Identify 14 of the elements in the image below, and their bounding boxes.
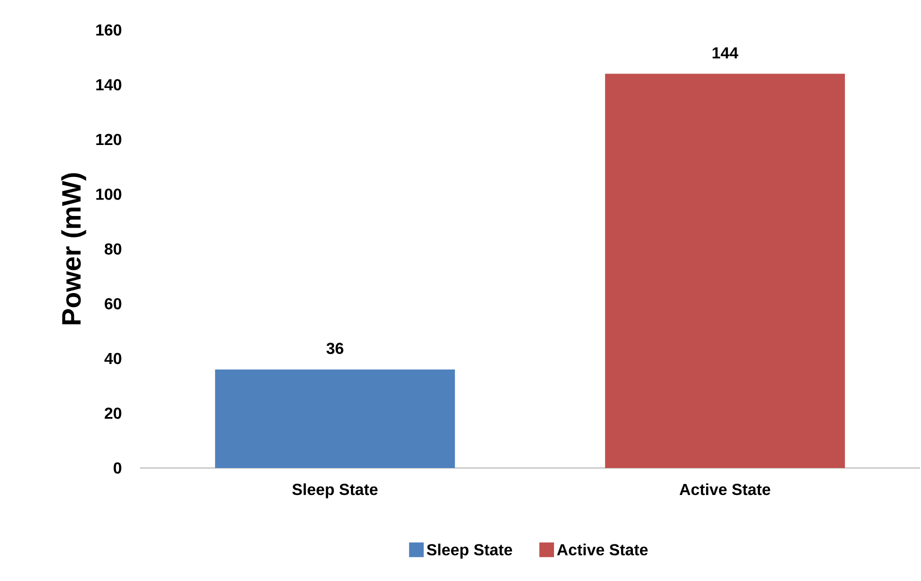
data-label: 36 [326, 342, 344, 354]
y-tick-label: 140 [96, 79, 122, 90]
y-tick-label: 60 [104, 298, 122, 310]
y-tick-label: 80 [104, 243, 122, 255]
y-tick-label: 40 [104, 352, 122, 364]
legend-label: Sleep State [426, 544, 512, 559]
y-tick-label: 160 [96, 24, 122, 36]
y-tick-label: 0 [114, 462, 122, 474]
y-tick-label: 100 [96, 188, 122, 200]
y-tick-label: 120 [96, 134, 122, 146]
data-label: 144 [712, 47, 738, 58]
legend-label: Active State [557, 544, 648, 556]
y-axis-title: Power (mW) [61, 173, 86, 324]
y-tick-label: 20 [104, 408, 122, 419]
